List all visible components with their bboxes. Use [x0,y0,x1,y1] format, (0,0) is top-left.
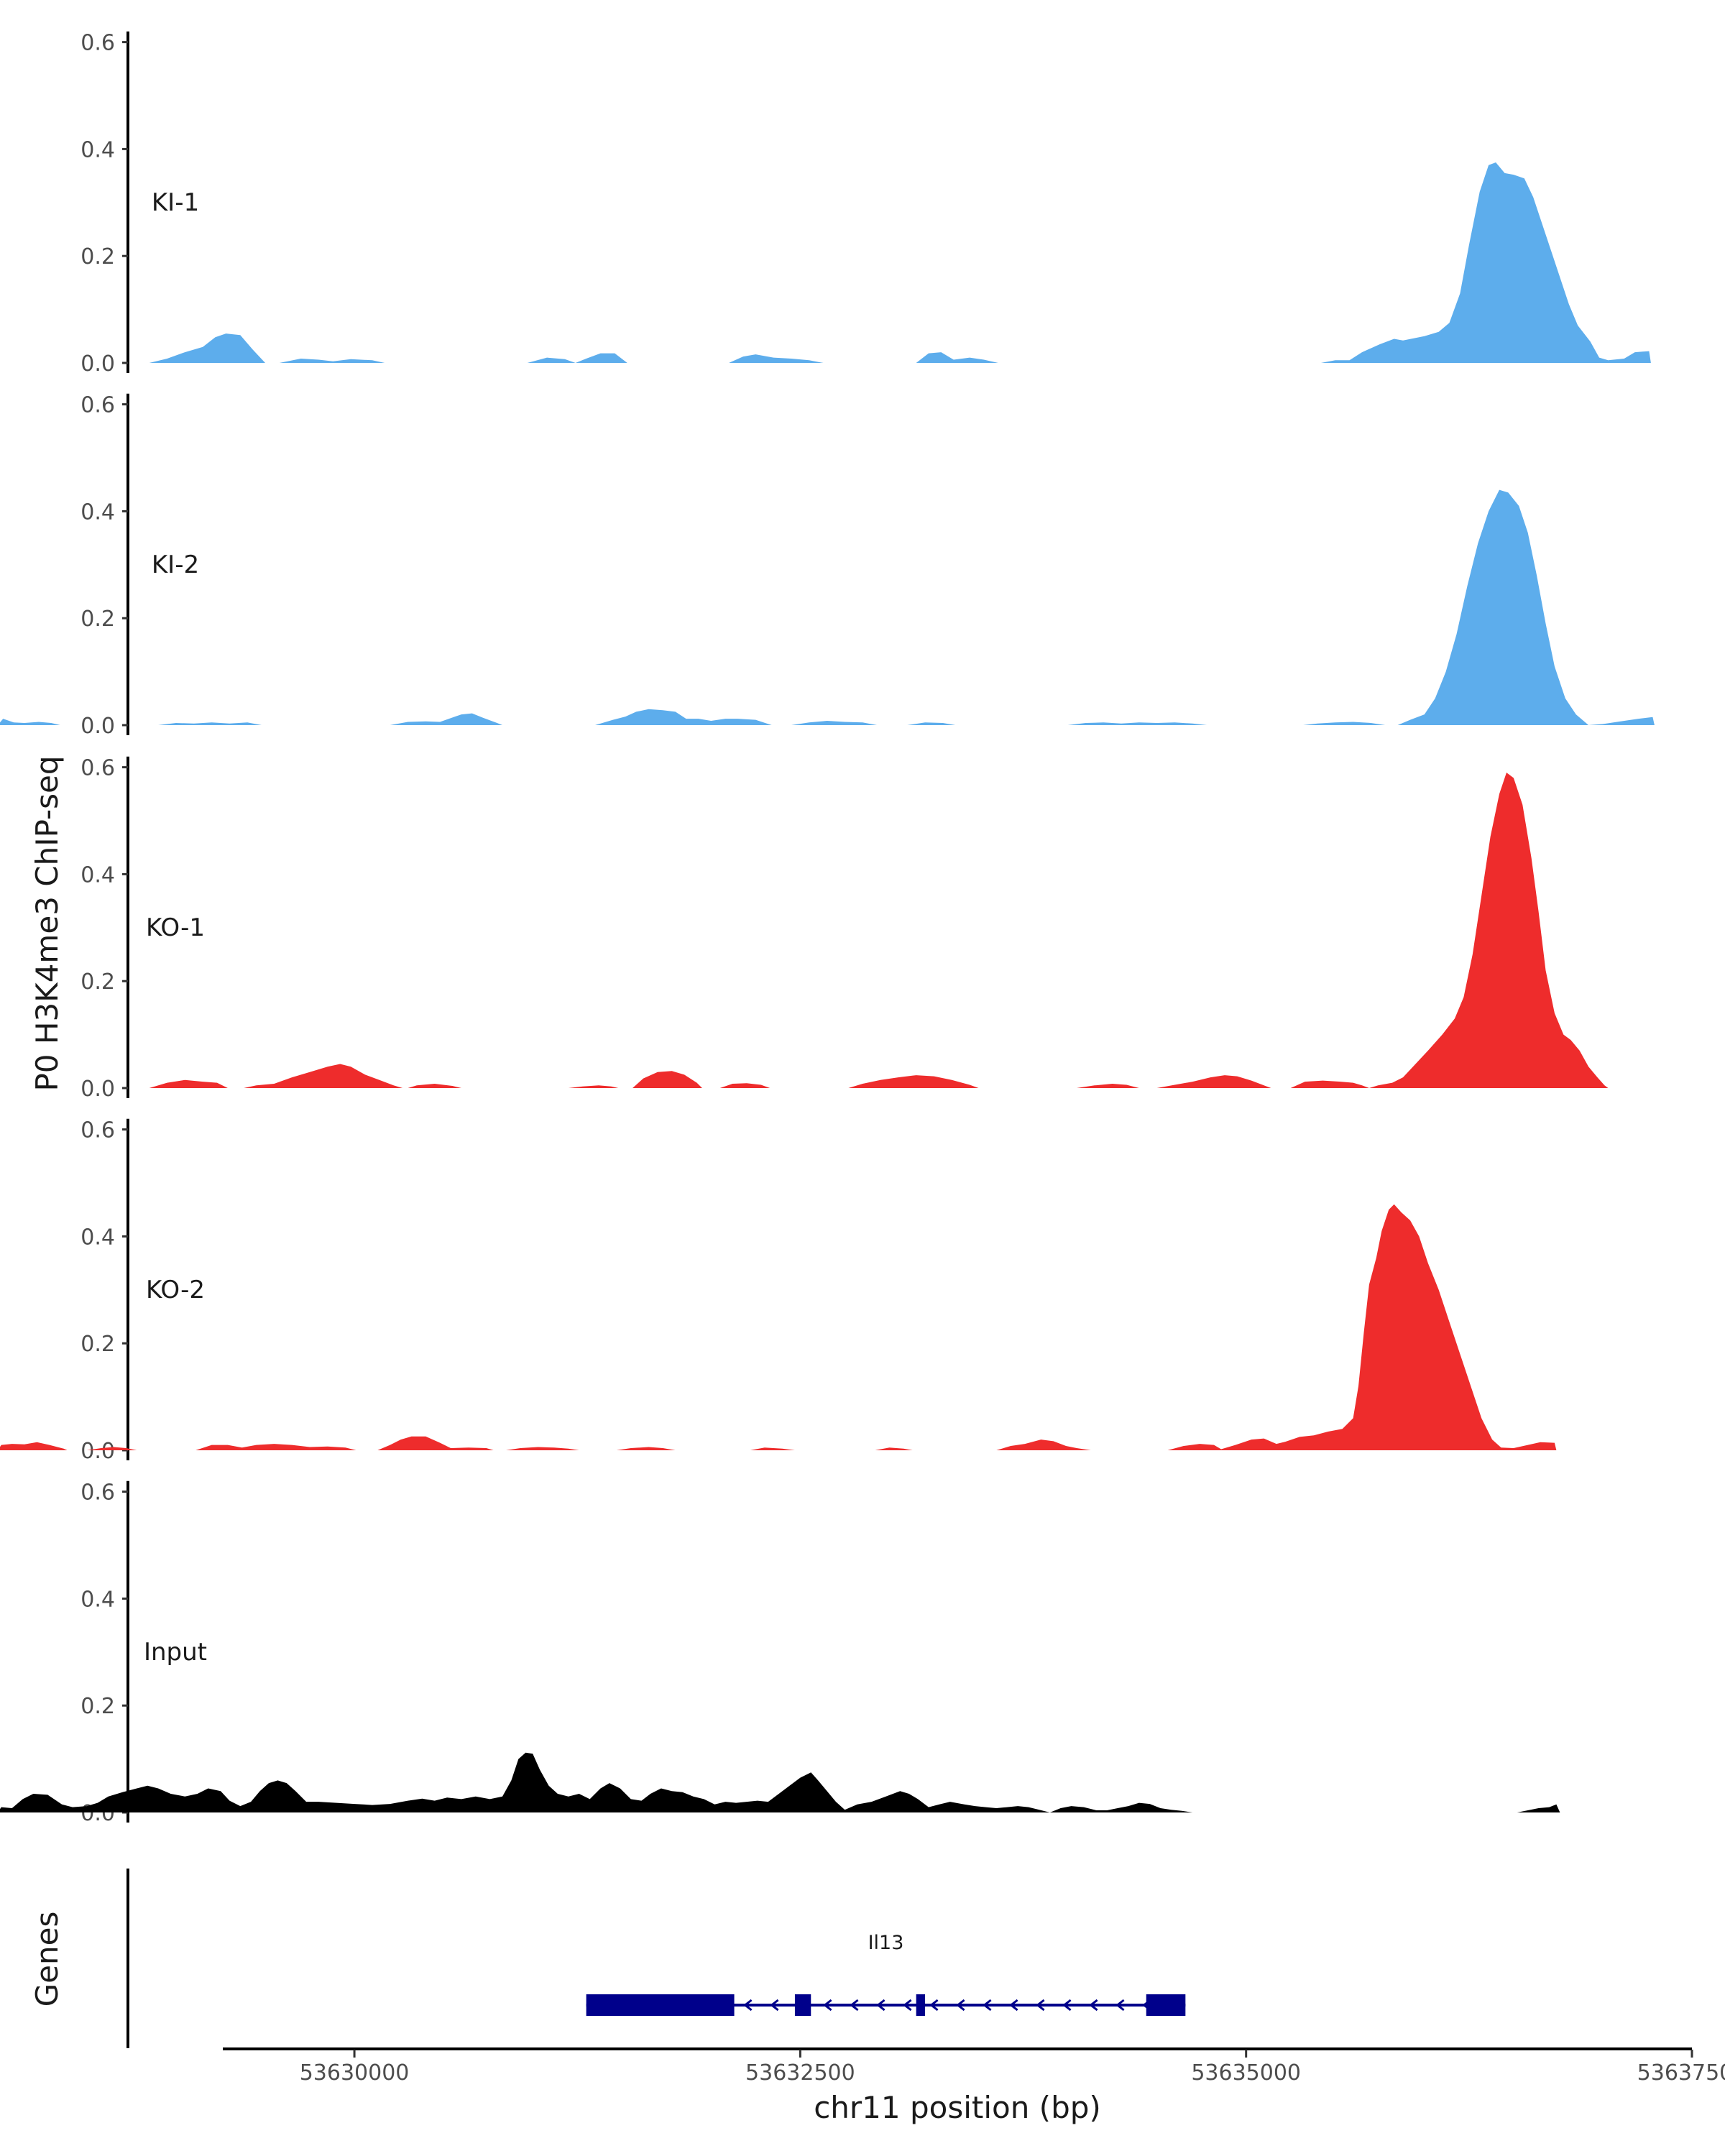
y-tick-label: 0.6 [80,1118,115,1143]
gene-label: Il13 [868,1932,904,1954]
strand-arrow [1116,1999,1125,2012]
genes-panel: Genes Il13 [29,1869,1186,2048]
y-tick-label: 0.4 [80,137,115,162]
y-tick-label: 0.6 [80,393,115,418]
y-tick-label: 0.0 [80,1077,115,1102]
strand-arrow [929,1999,939,2012]
gene-exon [1146,1994,1186,2016]
track-ko-1: 0.0 0.2 0.4 0.6 KO-1 [80,756,1609,1102]
y-tick-label: 0.6 [80,1480,115,1506]
track-ki-2: 0.0 0.2 0.4 0.6 KI-2 [0,393,1655,739]
strand-arrow [876,1999,886,2012]
strand-arrow [823,1999,832,2012]
track-label: KI-1 [152,188,199,217]
coverage-area-input [1517,1804,1560,1812]
y-tick-label: 0.2 [80,244,115,270]
coverage-area-ko-1 [149,773,1609,1088]
strand-arrow [850,1999,859,2012]
strand-arrow [743,1999,753,2012]
x-tick-label: 53637500 [1637,2060,1725,2086]
y-tick-label: 0.2 [80,1332,115,1357]
y-tick-label: 0.0 [80,1439,115,1464]
y-tick-label: 0.6 [80,31,115,56]
coverage-area-ki-2 [0,489,1655,725]
strand-arrow [1089,1999,1098,2012]
gene-exon [794,1994,811,2016]
y-tick-label: 0.4 [80,1225,115,1250]
track-label: KO-1 [146,913,205,942]
coverage-area-ko-2 [0,1204,1557,1450]
strand-arrow [1036,1999,1045,2012]
strand-arrow [903,1999,912,2012]
x-tick-label: 53632500 [745,2060,855,2086]
gene-model [586,1994,1186,2016]
track-label: KI-2 [152,550,199,579]
strand-arrow [770,1999,779,2012]
gene-exon [916,1994,926,2016]
x-tick-label: 53630000 [300,2060,410,2086]
x-tick-label: 53635000 [1191,2060,1301,2086]
coverage-area-ki-1 [149,162,1651,363]
y-tick-label: 0.2 [80,607,115,632]
strand-arrow [1009,1999,1018,2012]
y-tick-label: 0.4 [80,862,115,888]
y-tick-label: 0.2 [80,1694,115,1719]
x-axis-title: chr11 position (bp) [814,2090,1101,2125]
strand-arrow [956,1999,965,2012]
gene-exon [586,1994,735,2016]
track-ki-1: 0.0 0.2 0.4 0.6 KI-1 [80,31,1651,377]
y-axis-title: P0 H3K4me3 ChIP-seq [29,755,65,1091]
strand-arrow [983,1999,992,2012]
y-tick-label: 0.0 [80,351,115,377]
x-axis: 53630000 53632500 53635000 53637500 chr11 p… [223,2047,1725,2125]
coverage-area-input [0,1752,1208,1812]
y-tick-label: 0.4 [80,499,115,525]
genes-axis-title: Genes [29,1912,65,2007]
y-tick-label: 0.4 [80,1587,115,1612]
coverage-tracks: 0.00.20.40.6KI-10.00.20.40.6KI-20.00.20.… [0,31,1655,1826]
y-tick-label: 0.6 [80,756,115,781]
y-tick-label: 0.0 [80,714,115,739]
y-tick-label: 0.2 [80,969,115,995]
strand-arrow [1062,1999,1072,2012]
track-ko-2: 0.0 0.2 0.4 0.6 KO-2 [0,1118,1557,1464]
track-label: Input [144,1638,207,1667]
track-label: KO-2 [146,1276,205,1304]
